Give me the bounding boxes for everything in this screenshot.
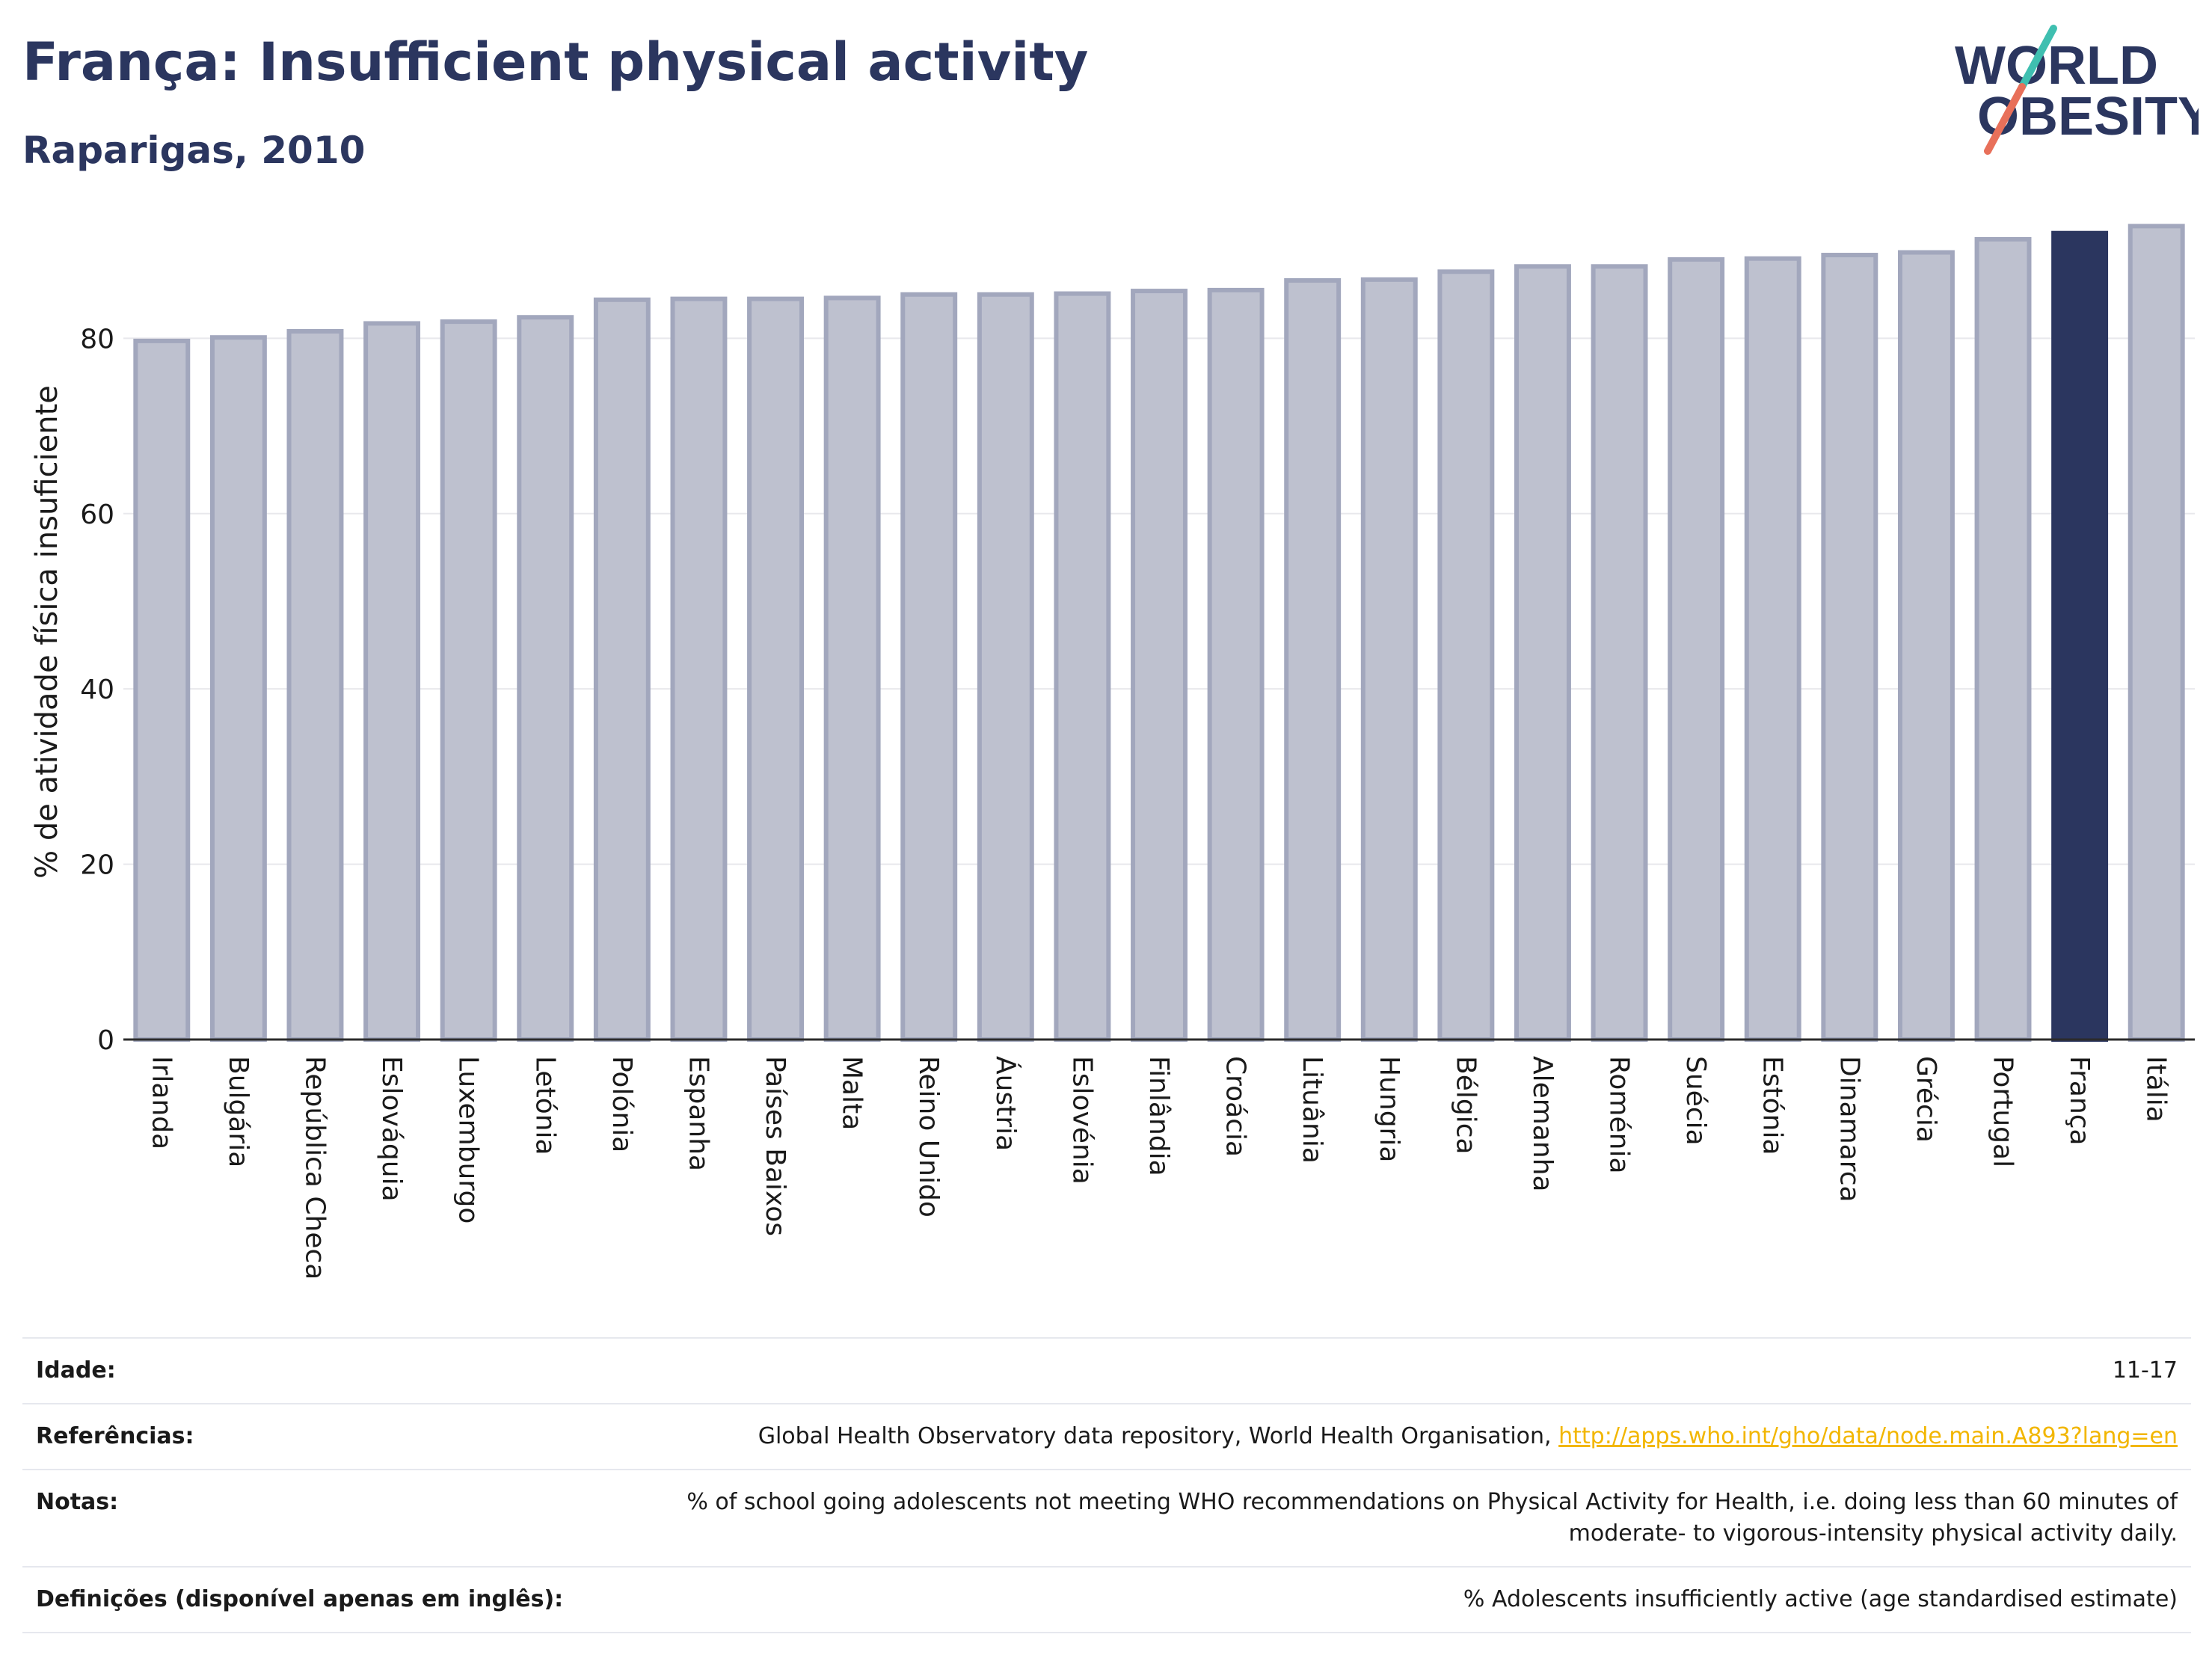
- x-tick-label: Portugal: [1988, 1056, 2018, 1167]
- logo-slash-teal: [2018, 25, 2057, 90]
- age-label: Idade:: [22, 1337, 618, 1404]
- bar-Bulgária[interactable]: [209, 335, 267, 1042]
- world-obesity-logo: WORLD OBESITY: [1955, 25, 2199, 155]
- bar-Bélgica[interactable]: [1437, 269, 1495, 1043]
- references-label: Referências:: [22, 1403, 618, 1470]
- bar-República Checa[interactable]: [286, 328, 344, 1042]
- bar-Croácia[interactable]: [1207, 287, 1265, 1043]
- bar-Países Baixos[interactable]: [747, 296, 804, 1042]
- x-tick-label: Itália: [2141, 1056, 2172, 1123]
- notes-label: Notas:: [22, 1469, 618, 1567]
- x-tick-label: Áustria: [990, 1056, 1021, 1151]
- bar-Luxemburgo[interactable]: [440, 319, 497, 1042]
- x-tick-label: República Checa: [299, 1056, 330, 1280]
- bar-Áustria[interactable]: [977, 292, 1034, 1042]
- bar-Malta[interactable]: [823, 295, 881, 1042]
- x-tick-label: Eslováquia: [376, 1056, 407, 1202]
- notes-line-1: % of school going adolescents not meetin…: [686, 1489, 2178, 1515]
- bar-Espanha[interactable]: [670, 296, 728, 1042]
- bar-Reino Unido[interactable]: [900, 292, 958, 1042]
- bar-Irlanda[interactable]: [133, 338, 191, 1042]
- x-tick-label: Polónia: [606, 1056, 637, 1152]
- bar-Hungria[interactable]: [1360, 277, 1418, 1043]
- tick-labels: 0 20 40 60 80 % de atividade física insuficie…: [30, 324, 2172, 1280]
- references-value: Global Health Observatory data repositor…: [618, 1403, 2191, 1470]
- notes-line-2: moderate- to vigorous-intensity physical…: [1568, 1520, 2178, 1547]
- x-tick-label: Letónia: [529, 1056, 560, 1155]
- x-tick-label: Luxemburgo: [453, 1056, 484, 1223]
- age-value: 11-17: [618, 1337, 2191, 1404]
- bar-Lituânia[interactable]: [1284, 278, 1342, 1042]
- y-tick-label: 40: [80, 675, 114, 705]
- bar-Polónia[interactable]: [593, 297, 651, 1042]
- definitions-value: % Adolescents insufficiently active (age…: [618, 1566, 2191, 1633]
- x-tick-label: Croácia: [1220, 1056, 1251, 1157]
- bar-chart: 0 20 40 60 80 % de atividade física insuficie…: [30, 224, 2195, 1280]
- bar-Eslovénia[interactable]: [1054, 291, 1111, 1043]
- x-tick-label: Eslovénia: [1066, 1056, 1097, 1185]
- x-tick-label: Suécia: [1680, 1056, 1711, 1146]
- references-link[interactable]: http://apps.who.int/gho/data/node.main.A…: [1558, 1423, 2178, 1449]
- definitions-label: Definições (disponível apenas em inglês)…: [22, 1566, 618, 1633]
- bar-Itália[interactable]: [2127, 224, 2185, 1042]
- y-axis-label: % de atividade física insuficiente: [30, 385, 64, 879]
- x-tick-label: Estónia: [1757, 1056, 1788, 1155]
- chart-title: França: Insufficient physical activity: [22, 31, 1089, 93]
- bar-Estónia[interactable]: [1744, 256, 1801, 1042]
- logo-slash-coral: [1984, 83, 2026, 155]
- x-tick-label: Grécia: [1911, 1056, 1941, 1143]
- notes-value: % of school going adolescents not meetin…: [618, 1469, 2191, 1567]
- x-tick-label: Espanha: [683, 1056, 713, 1171]
- info-row-notes: Notas: % of school going adolescents not…: [22, 1469, 2191, 1567]
- y-tick-label: 20: [80, 850, 114, 881]
- x-tick-label: Alemanha: [1527, 1056, 1558, 1192]
- info-table: Idade: 11-17 Referências: Global Health …: [22, 1337, 2191, 1633]
- info-row-definitions: Definições (disponível apenas em inglês)…: [22, 1566, 2191, 1633]
- x-tick-label: França: [2064, 1056, 2095, 1146]
- logo-line-1: WORLD: [1955, 36, 2158, 96]
- bar-Suécia[interactable]: [1668, 257, 1725, 1042]
- y-tick-label: 0: [97, 1025, 114, 1056]
- x-tick-label: Irlanda: [146, 1056, 176, 1149]
- bar-Roménia[interactable]: [1591, 264, 1648, 1042]
- bar-Eslováquia[interactable]: [363, 321, 421, 1042]
- info-row-age: Idade: 11-17: [22, 1337, 2191, 1404]
- x-tick-label: Malta: [837, 1056, 867, 1130]
- bars: [133, 224, 2185, 1043]
- x-tick-label: Reino Unido: [913, 1056, 944, 1218]
- info-row-references: Referências: Global Health Observatory d…: [22, 1403, 2191, 1470]
- x-tick-label: Países Baixos: [760, 1056, 790, 1236]
- y-tick-label: 60: [80, 500, 114, 530]
- chart-subtitle: Raparigas, 2010: [22, 129, 366, 172]
- references-text: Global Health Observatory data repositor…: [758, 1423, 1552, 1449]
- x-tick-label: Finlândia: [1143, 1056, 1174, 1176]
- x-tick-label: Hungria: [1374, 1056, 1404, 1162]
- y-tick-label: 80: [80, 324, 114, 354]
- x-tick-label: Bulgária: [223, 1056, 254, 1167]
- x-tick-label: Bélgica: [1450, 1056, 1481, 1155]
- bar-França[interactable]: [2051, 230, 2109, 1042]
- bar-Finlândia[interactable]: [1131, 289, 1188, 1042]
- bar-Grécia[interactable]: [1897, 250, 1955, 1042]
- bar-Portugal[interactable]: [1974, 236, 2032, 1043]
- bar-Letónia[interactable]: [517, 315, 574, 1042]
- x-tick-label: Lituânia: [1297, 1056, 1327, 1164]
- x-tick-label: Roménia: [1604, 1056, 1635, 1174]
- x-tick-label: Dinamarca: [1834, 1056, 1864, 1203]
- bar-Dinamarca[interactable]: [1821, 253, 1878, 1043]
- bar-Alemanha[interactable]: [1514, 264, 1571, 1042]
